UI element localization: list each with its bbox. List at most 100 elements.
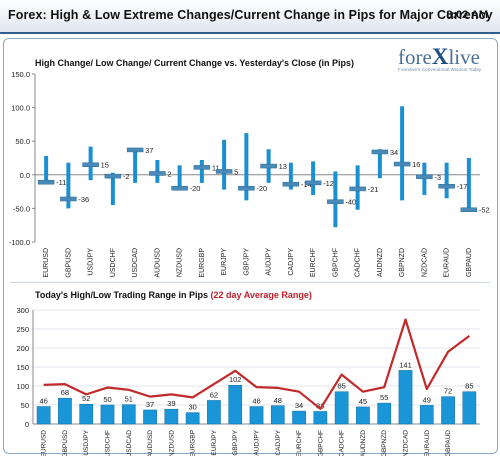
chart1-category-label: GBPUSD [65,248,72,278]
chart1-title: High Change/ Low Change/ Current Change … [35,58,355,68]
chart1-category-label: NZDUSD [177,248,184,277]
chart2-value-label: 49 [423,395,431,404]
chart2-value-label: 50 [103,395,111,404]
chart1-value-label: -52 [479,206,490,215]
chart1-range-bar [377,149,382,179]
chart2-category-label: CADCHF [339,430,346,456]
chart1-current-marker [304,180,322,186]
chart2-value-label: 52 [82,394,90,403]
chart2-category-label: AUDUSD [147,430,154,456]
chart2-category-label: EURGBP [190,430,197,456]
chart1-category-label: USDJPY [88,248,95,276]
chart2-value-label: 45 [359,397,367,406]
chart2-range-bar [100,404,115,425]
chart1-current-marker [438,183,455,189]
chart2-range-bar [419,405,434,425]
chart1-value-label: -20 [256,184,267,193]
chart1-value-label: -40 [345,198,356,207]
chart2-value-label: 72 [444,387,452,396]
chart2-ytick-label: 0 [25,420,29,429]
chart1-current-marker [393,161,411,167]
chart2-category-label: GBPUSD [62,430,69,456]
chart1-value-label: 2 [167,169,171,178]
chart2-range-bar [334,391,349,425]
chart2-title-main: Today's High/Low Trading Range in Pips [35,290,208,300]
chart2-ytick-label: 200 [16,344,29,353]
chart1-value-label: -11 [56,178,66,187]
chart1-value-label: 11 [212,163,220,172]
chart2-ytick-label: 250 [16,325,29,334]
chart1-range-bar [244,133,249,201]
chart1-current-marker [260,163,277,169]
chart1-category-label: GBPAUD [466,248,473,277]
chart1-range-bar [333,171,338,228]
chart2-value-label: 141 [399,360,412,369]
chart1-category-label: AUDJPY [266,248,273,276]
chart2-average-line [43,318,471,410]
chart1-current-marker [104,173,122,179]
chart1-ytick-label: 0.0 [20,171,30,180]
logo-x: X [431,44,449,69]
chart1-current-marker [171,185,188,191]
chart1-current-marker [126,147,144,153]
chart1-ytick-label: -100.0 [9,238,30,247]
chart1-value-label: 5 [234,167,238,176]
chart1-range-bar [444,162,449,199]
chart1-range-bar [400,106,405,201]
chart2-range-bar [462,391,477,425]
chart2-value-label: 55 [380,393,388,402]
chart1-value-label: -20 [190,184,201,193]
chart1-current-marker [60,196,77,202]
chart1-ytick-label: -50.0 [13,204,30,213]
chart2-range-bar [441,396,455,425]
chart2-range-bar [228,384,243,425]
page-title: Forex: High & Low Extreme Changes/Curren… [8,8,493,22]
chart1-current-marker [215,169,233,174]
chart2-range-bar [164,408,179,425]
chart1-category-label: EURCHF [310,248,317,277]
chart1-current-marker [460,207,478,212]
chart1-value-label: 13 [279,162,287,171]
chart2-category-label: CADJPY [275,429,282,455]
chart1-category-label: EURJPY [221,248,228,276]
chart1-range-bar [466,158,471,212]
chart2-value-label: 39 [167,399,175,408]
chart1-current-marker [193,165,211,170]
chart2-range-bar [249,406,264,425]
chart2-range-bar [36,406,51,425]
chart1-category-label: GBPNZD [399,248,406,277]
chart2-category-label: AUDNZD [360,430,367,456]
header-bar: Forex: High & Low Extreme Changes/Curren… [0,0,500,34]
chart1-category-label: GBPCHF [332,248,339,277]
chart1-category-label: CADCHF [355,248,362,277]
chart2-range-bar [185,412,200,425]
chart2-category-label: GBPCHF [317,430,324,456]
chart1-range-bar [66,162,71,209]
chart2-category-label: GBPAUD [445,430,452,456]
chart1-category-label: AUDUSD [154,248,161,278]
chart2-ytick-label: 50 [21,401,29,410]
chart1-range-bar [44,155,49,183]
chart1-category-label: CADJPY [288,248,295,276]
chart2-category-label: AUDJPY [254,429,261,455]
chart1-current-marker [416,174,433,180]
chart-panel [3,38,498,454]
chart2-category-label: GBPJPY [232,429,239,455]
chart2-range-bar [58,397,72,425]
chart1-range-bar [110,172,115,206]
chart2-category-label: EURJPY [211,429,218,455]
chart2-category-label: USDCAD [126,430,133,456]
chart1-current-marker [371,149,389,155]
chart1-current-marker [349,186,366,192]
chart1-range-bar [199,160,204,183]
chart1-range-bar [222,139,227,190]
chart2-title-accent: (22 day Average Range) [210,290,312,300]
chart2-ytick-label: 100 [16,382,29,391]
chart1-value-label: -17 [457,182,468,191]
chart1-value-label: -12 [323,179,334,188]
chart2-value-label: 102 [229,375,242,384]
divider [10,282,490,283]
chart2-range-bar [292,410,306,425]
